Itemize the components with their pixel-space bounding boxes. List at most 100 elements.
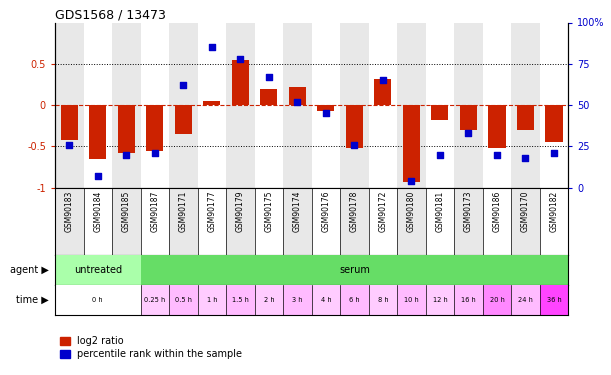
- Bar: [403, 105, 420, 182]
- Bar: [368, 188, 397, 255]
- Bar: [89, 105, 106, 159]
- Text: GSM90186: GSM90186: [492, 191, 502, 232]
- Bar: [84, 188, 112, 255]
- Bar: [397, 188, 426, 255]
- Bar: [431, 105, 448, 120]
- Text: GSM90185: GSM90185: [122, 191, 131, 232]
- Point: [293, 99, 302, 105]
- Bar: [169, 285, 197, 315]
- Point: [349, 142, 359, 148]
- Text: GSM90175: GSM90175: [265, 191, 273, 232]
- Bar: [483, 188, 511, 255]
- Point: [521, 155, 530, 161]
- Legend: log2 ratio, percentile rank within the sample: log2 ratio, percentile rank within the s…: [60, 336, 243, 359]
- Bar: [55, 22, 84, 188]
- Text: 2 h: 2 h: [263, 297, 274, 303]
- Text: GSM90173: GSM90173: [464, 191, 473, 232]
- Bar: [312, 22, 340, 188]
- Bar: [60, 105, 78, 140]
- Text: untreated: untreated: [74, 265, 122, 275]
- Bar: [255, 285, 283, 315]
- Bar: [454, 188, 483, 255]
- Text: agent ▶: agent ▶: [10, 265, 49, 275]
- Point: [178, 82, 188, 88]
- Text: GSM90184: GSM90184: [93, 191, 102, 232]
- Bar: [232, 60, 249, 105]
- Bar: [55, 188, 84, 255]
- Text: 3 h: 3 h: [292, 297, 302, 303]
- Bar: [283, 188, 312, 255]
- Text: serum: serum: [339, 265, 370, 275]
- Text: 16 h: 16 h: [461, 297, 476, 303]
- Bar: [55, 255, 141, 285]
- Bar: [226, 188, 255, 255]
- Bar: [368, 22, 397, 188]
- Point: [207, 44, 217, 50]
- Text: GSM90183: GSM90183: [65, 191, 74, 232]
- Point: [122, 152, 131, 157]
- Bar: [169, 22, 197, 188]
- Bar: [483, 22, 511, 188]
- Text: 1 h: 1 h: [207, 297, 217, 303]
- Bar: [426, 188, 454, 255]
- Bar: [175, 105, 192, 134]
- Point: [492, 152, 502, 157]
- Text: 20 h: 20 h: [489, 297, 505, 303]
- Bar: [375, 79, 392, 105]
- Bar: [141, 285, 169, 315]
- Bar: [141, 255, 568, 285]
- Point: [93, 173, 103, 179]
- Bar: [540, 22, 568, 188]
- Bar: [488, 105, 505, 148]
- Bar: [197, 188, 226, 255]
- Bar: [397, 285, 426, 315]
- Bar: [226, 285, 255, 315]
- Point: [150, 150, 159, 156]
- Point: [435, 152, 445, 157]
- Bar: [289, 87, 306, 105]
- Bar: [454, 285, 483, 315]
- Text: 4 h: 4 h: [321, 297, 331, 303]
- Text: GSM90187: GSM90187: [150, 191, 159, 232]
- Bar: [511, 22, 540, 188]
- Text: GSM90174: GSM90174: [293, 191, 302, 232]
- Point: [64, 142, 74, 148]
- Text: GDS1568 / 13473: GDS1568 / 13473: [55, 8, 166, 21]
- Text: 10 h: 10 h: [404, 297, 419, 303]
- Bar: [169, 188, 197, 255]
- Point: [264, 74, 274, 80]
- Bar: [483, 285, 511, 315]
- Text: GSM90176: GSM90176: [321, 191, 331, 232]
- Bar: [317, 105, 334, 111]
- Bar: [84, 22, 112, 188]
- Text: GSM90182: GSM90182: [549, 191, 558, 232]
- Bar: [283, 22, 312, 188]
- Point: [406, 178, 416, 184]
- Text: 1.5 h: 1.5 h: [232, 297, 249, 303]
- Bar: [312, 285, 340, 315]
- Text: GSM90180: GSM90180: [407, 191, 416, 232]
- Point: [321, 110, 331, 116]
- Bar: [511, 188, 540, 255]
- Text: time ▶: time ▶: [16, 295, 49, 305]
- Bar: [146, 105, 163, 151]
- Bar: [460, 105, 477, 130]
- Text: 6 h: 6 h: [349, 297, 360, 303]
- Bar: [141, 188, 169, 255]
- Text: 24 h: 24 h: [518, 297, 533, 303]
- Text: GSM90170: GSM90170: [521, 191, 530, 232]
- Bar: [397, 22, 426, 188]
- Text: 0 h: 0 h: [92, 297, 103, 303]
- Bar: [312, 188, 340, 255]
- Bar: [517, 105, 534, 130]
- Bar: [340, 285, 368, 315]
- Bar: [368, 285, 397, 315]
- Text: GSM90172: GSM90172: [378, 191, 387, 232]
- Bar: [141, 22, 169, 188]
- Bar: [255, 188, 283, 255]
- Bar: [197, 285, 226, 315]
- Text: 12 h: 12 h: [433, 297, 447, 303]
- Point: [549, 150, 559, 156]
- Bar: [511, 285, 540, 315]
- Bar: [203, 101, 221, 105]
